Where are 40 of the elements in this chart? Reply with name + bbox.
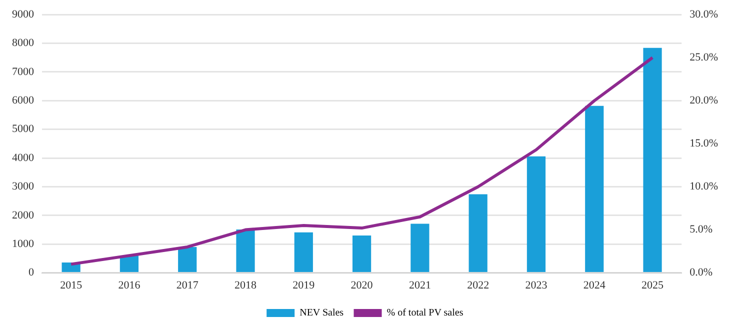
bar xyxy=(585,106,604,272)
x-tick-label: 2019 xyxy=(292,279,316,292)
bar xyxy=(120,256,139,272)
x-tick-label: 2021 xyxy=(408,279,431,292)
legend-label: % of total PV sales xyxy=(386,308,464,319)
x-tick-label: 2020 xyxy=(350,279,374,292)
x-tick-label: 2022 xyxy=(467,279,490,292)
y2-tick-label: 0.0% xyxy=(690,266,713,279)
y-tick-label: 9000 xyxy=(12,8,34,20)
x-tick-label: 2017 xyxy=(176,279,199,292)
bar xyxy=(352,236,372,272)
bar xyxy=(468,194,488,272)
bar xyxy=(236,229,255,272)
y-tick-label: 2000 xyxy=(12,209,34,222)
y-tick-label: 1000 xyxy=(12,238,34,250)
bar xyxy=(294,232,313,272)
bar xyxy=(643,48,662,272)
y-tick-label: 0 xyxy=(28,266,34,279)
x-tick-label: 2024 xyxy=(583,279,606,292)
bar xyxy=(410,224,430,272)
y-tick-label: 7000 xyxy=(12,66,34,78)
y-tick-label: 5000 xyxy=(12,123,34,136)
y2-tick-label: 20.0% xyxy=(690,94,718,107)
y-tick-label: 3000 xyxy=(12,180,34,193)
x-tick-label: 2025 xyxy=(642,279,664,292)
y2-tick-label: 30.0% xyxy=(690,8,718,20)
y-tick-label: 6000 xyxy=(12,94,34,107)
x-tick-label: 2016 xyxy=(118,279,141,292)
y2-tick-label: 5.0% xyxy=(690,224,713,236)
x-tick-label: 2015 xyxy=(60,279,83,292)
y2-tick-label: 25.0% xyxy=(690,52,718,64)
y2-tick-label: 15.0% xyxy=(690,138,718,150)
x-tick-label: 2023 xyxy=(525,279,548,292)
bar xyxy=(178,246,197,272)
y-tick-label: 8000 xyxy=(12,37,34,50)
legend-label: NEV Sales xyxy=(300,308,344,319)
y-tick-label: 4000 xyxy=(12,152,34,164)
bar xyxy=(526,156,546,272)
y2-tick-label: 10.0% xyxy=(690,180,718,193)
x-tick-label: 2018 xyxy=(234,279,258,292)
